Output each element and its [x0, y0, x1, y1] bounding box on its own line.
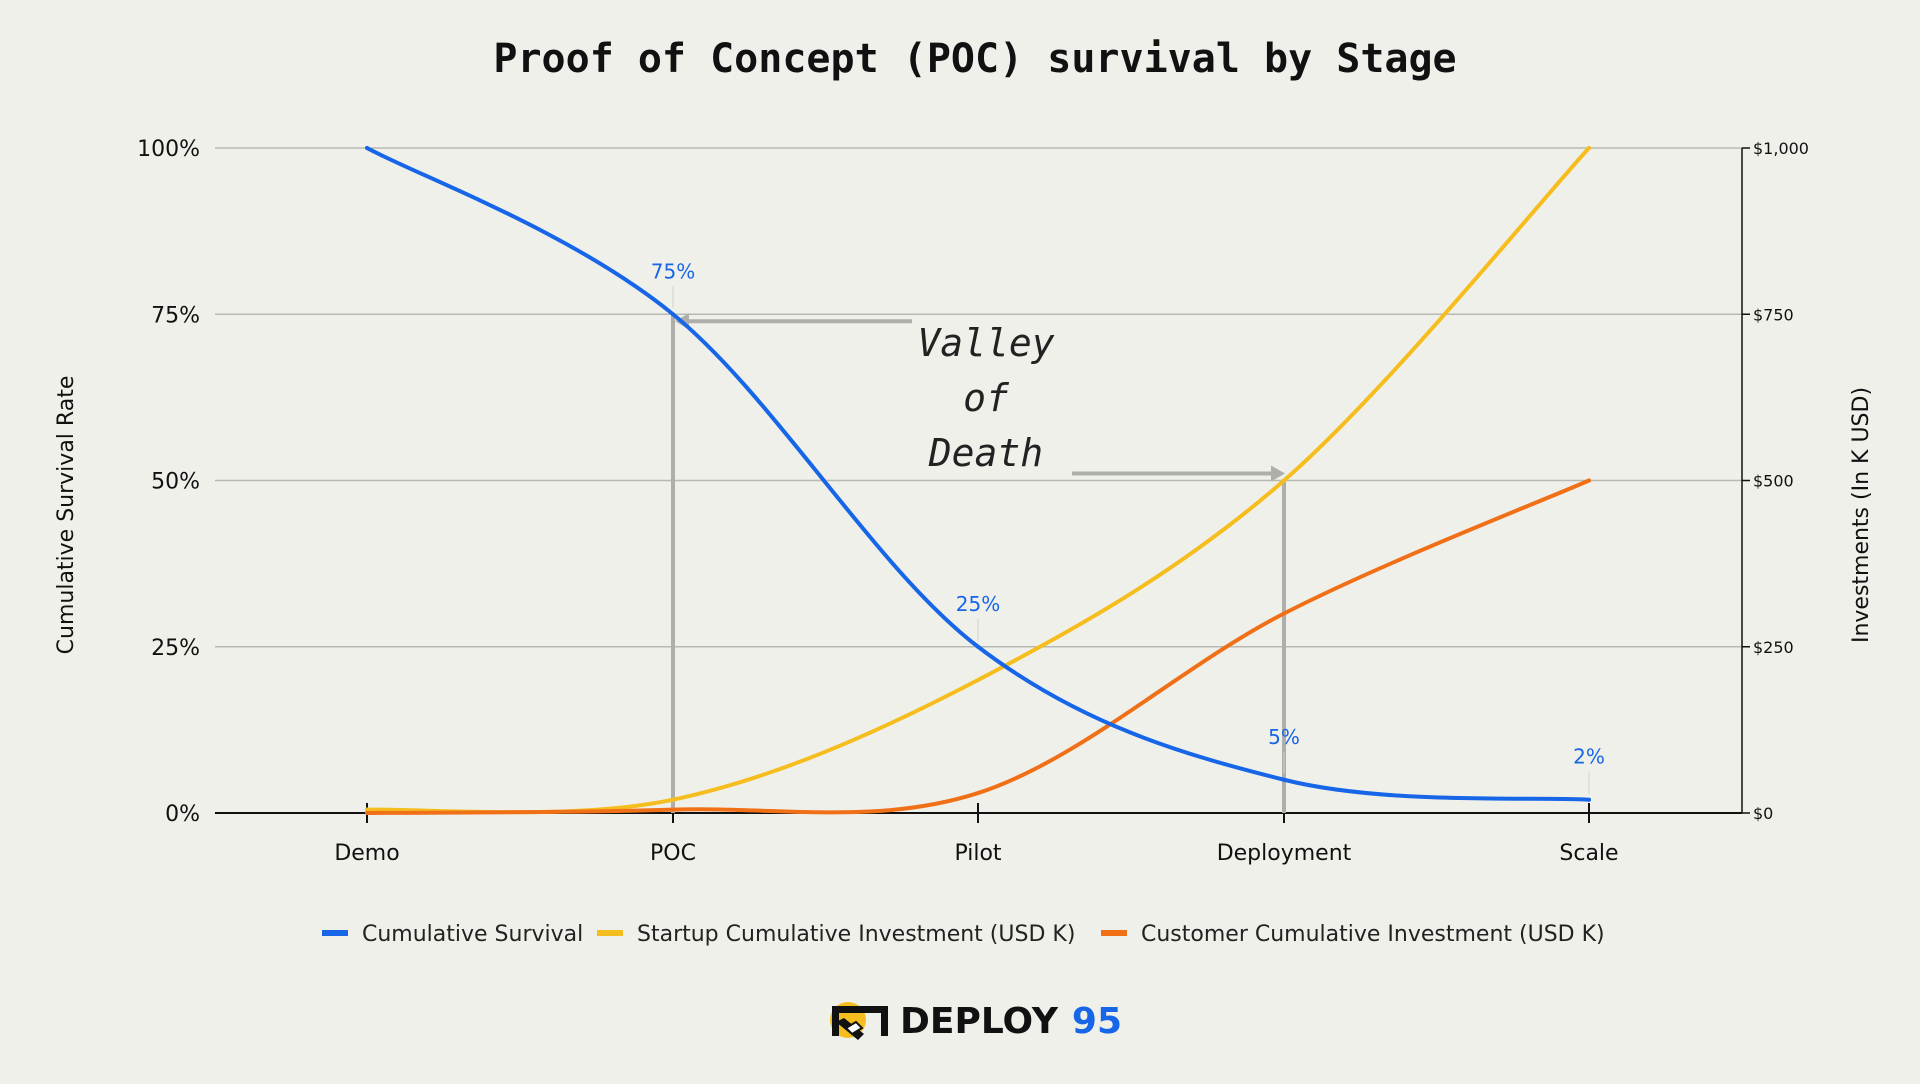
series-point	[976, 678, 980, 682]
series-point	[365, 811, 369, 815]
series-point	[671, 807, 675, 812]
series-point	[365, 146, 369, 150]
y2-tick-label: $1,000	[1753, 139, 1809, 158]
legend-label: Customer Cumulative Investment (USD K)	[1141, 922, 1605, 947]
data-label: 5%	[1268, 725, 1300, 749]
y2-tick-label: $250	[1753, 638, 1794, 657]
y-tick-label: 75%	[151, 303, 200, 328]
series-point	[1587, 478, 1591, 483]
series-point	[671, 797, 675, 802]
valley-of-death-text: of	[963, 376, 1010, 420]
legend: Cumulative Survival Startup Cumulative In…	[322, 922, 1605, 947]
y-tick-label: 0%	[165, 802, 200, 827]
valley-right-arrowhead	[1271, 465, 1285, 482]
y-axis-title: Cumulative Survival Rate	[54, 376, 79, 655]
data-labels: 75% 25% 5% 2%	[651, 259, 1605, 794]
y2-tick-label: $750	[1753, 305, 1794, 324]
series-point	[1587, 797, 1591, 802]
data-label: 2%	[1573, 745, 1605, 769]
series-point	[671, 312, 675, 317]
series-point	[976, 644, 980, 649]
valley-of-death-annotation: Valley of Death	[671, 313, 1286, 813]
valley-of-death-text: Death	[928, 431, 1043, 475]
x-tick-label: Deployment	[1217, 841, 1352, 866]
legend-label: Cumulative Survival	[362, 922, 583, 947]
y-tick-label: 100%	[137, 137, 200, 162]
y2-tick-label: $0	[1753, 804, 1773, 823]
data-label: 25%	[956, 592, 1000, 616]
y-tick-label: 50%	[151, 470, 200, 495]
brand-name: DEPLOY	[900, 1001, 1059, 1042]
brand-number: 95	[1072, 1001, 1122, 1042]
series-line	[365, 146, 1591, 802]
valley-of-death-text: Valley	[917, 321, 1054, 365]
deploy95-logo-icon	[830, 1002, 888, 1040]
y-tick-label: 25%	[151, 636, 200, 661]
y2-axis-title: Investments (In K USD)	[1849, 387, 1874, 643]
x-tick-label: Demo	[334, 841, 399, 866]
x-tick-label: Scale	[1559, 841, 1618, 866]
series-point	[1282, 478, 1286, 483]
axes: 0% $0 25% $250 50% $500 75% $750 100% $1,000 Demo P…	[137, 137, 1809, 866]
x-tick-label: POC	[650, 841, 696, 866]
brand-wordmark: DEPLOY 95	[900, 1001, 1122, 1042]
y2-tick-label: $500	[1753, 472, 1794, 491]
series-point	[1282, 611, 1286, 616]
x-tick-label: Pilot	[954, 841, 1001, 866]
series-point	[1587, 146, 1591, 150]
brand-logo: DEPLOY 95	[830, 1001, 1122, 1042]
series-point	[976, 791, 980, 796]
series-lines	[365, 146, 1591, 815]
chart-title: Proof of Concept (POC) survival by Stage	[493, 36, 1456, 82]
series-point	[1282, 777, 1286, 782]
data-label: 75%	[651, 259, 695, 283]
legend-label: Startup Cumulative Investment (USD K)	[637, 922, 1075, 947]
series-point	[365, 807, 369, 812]
